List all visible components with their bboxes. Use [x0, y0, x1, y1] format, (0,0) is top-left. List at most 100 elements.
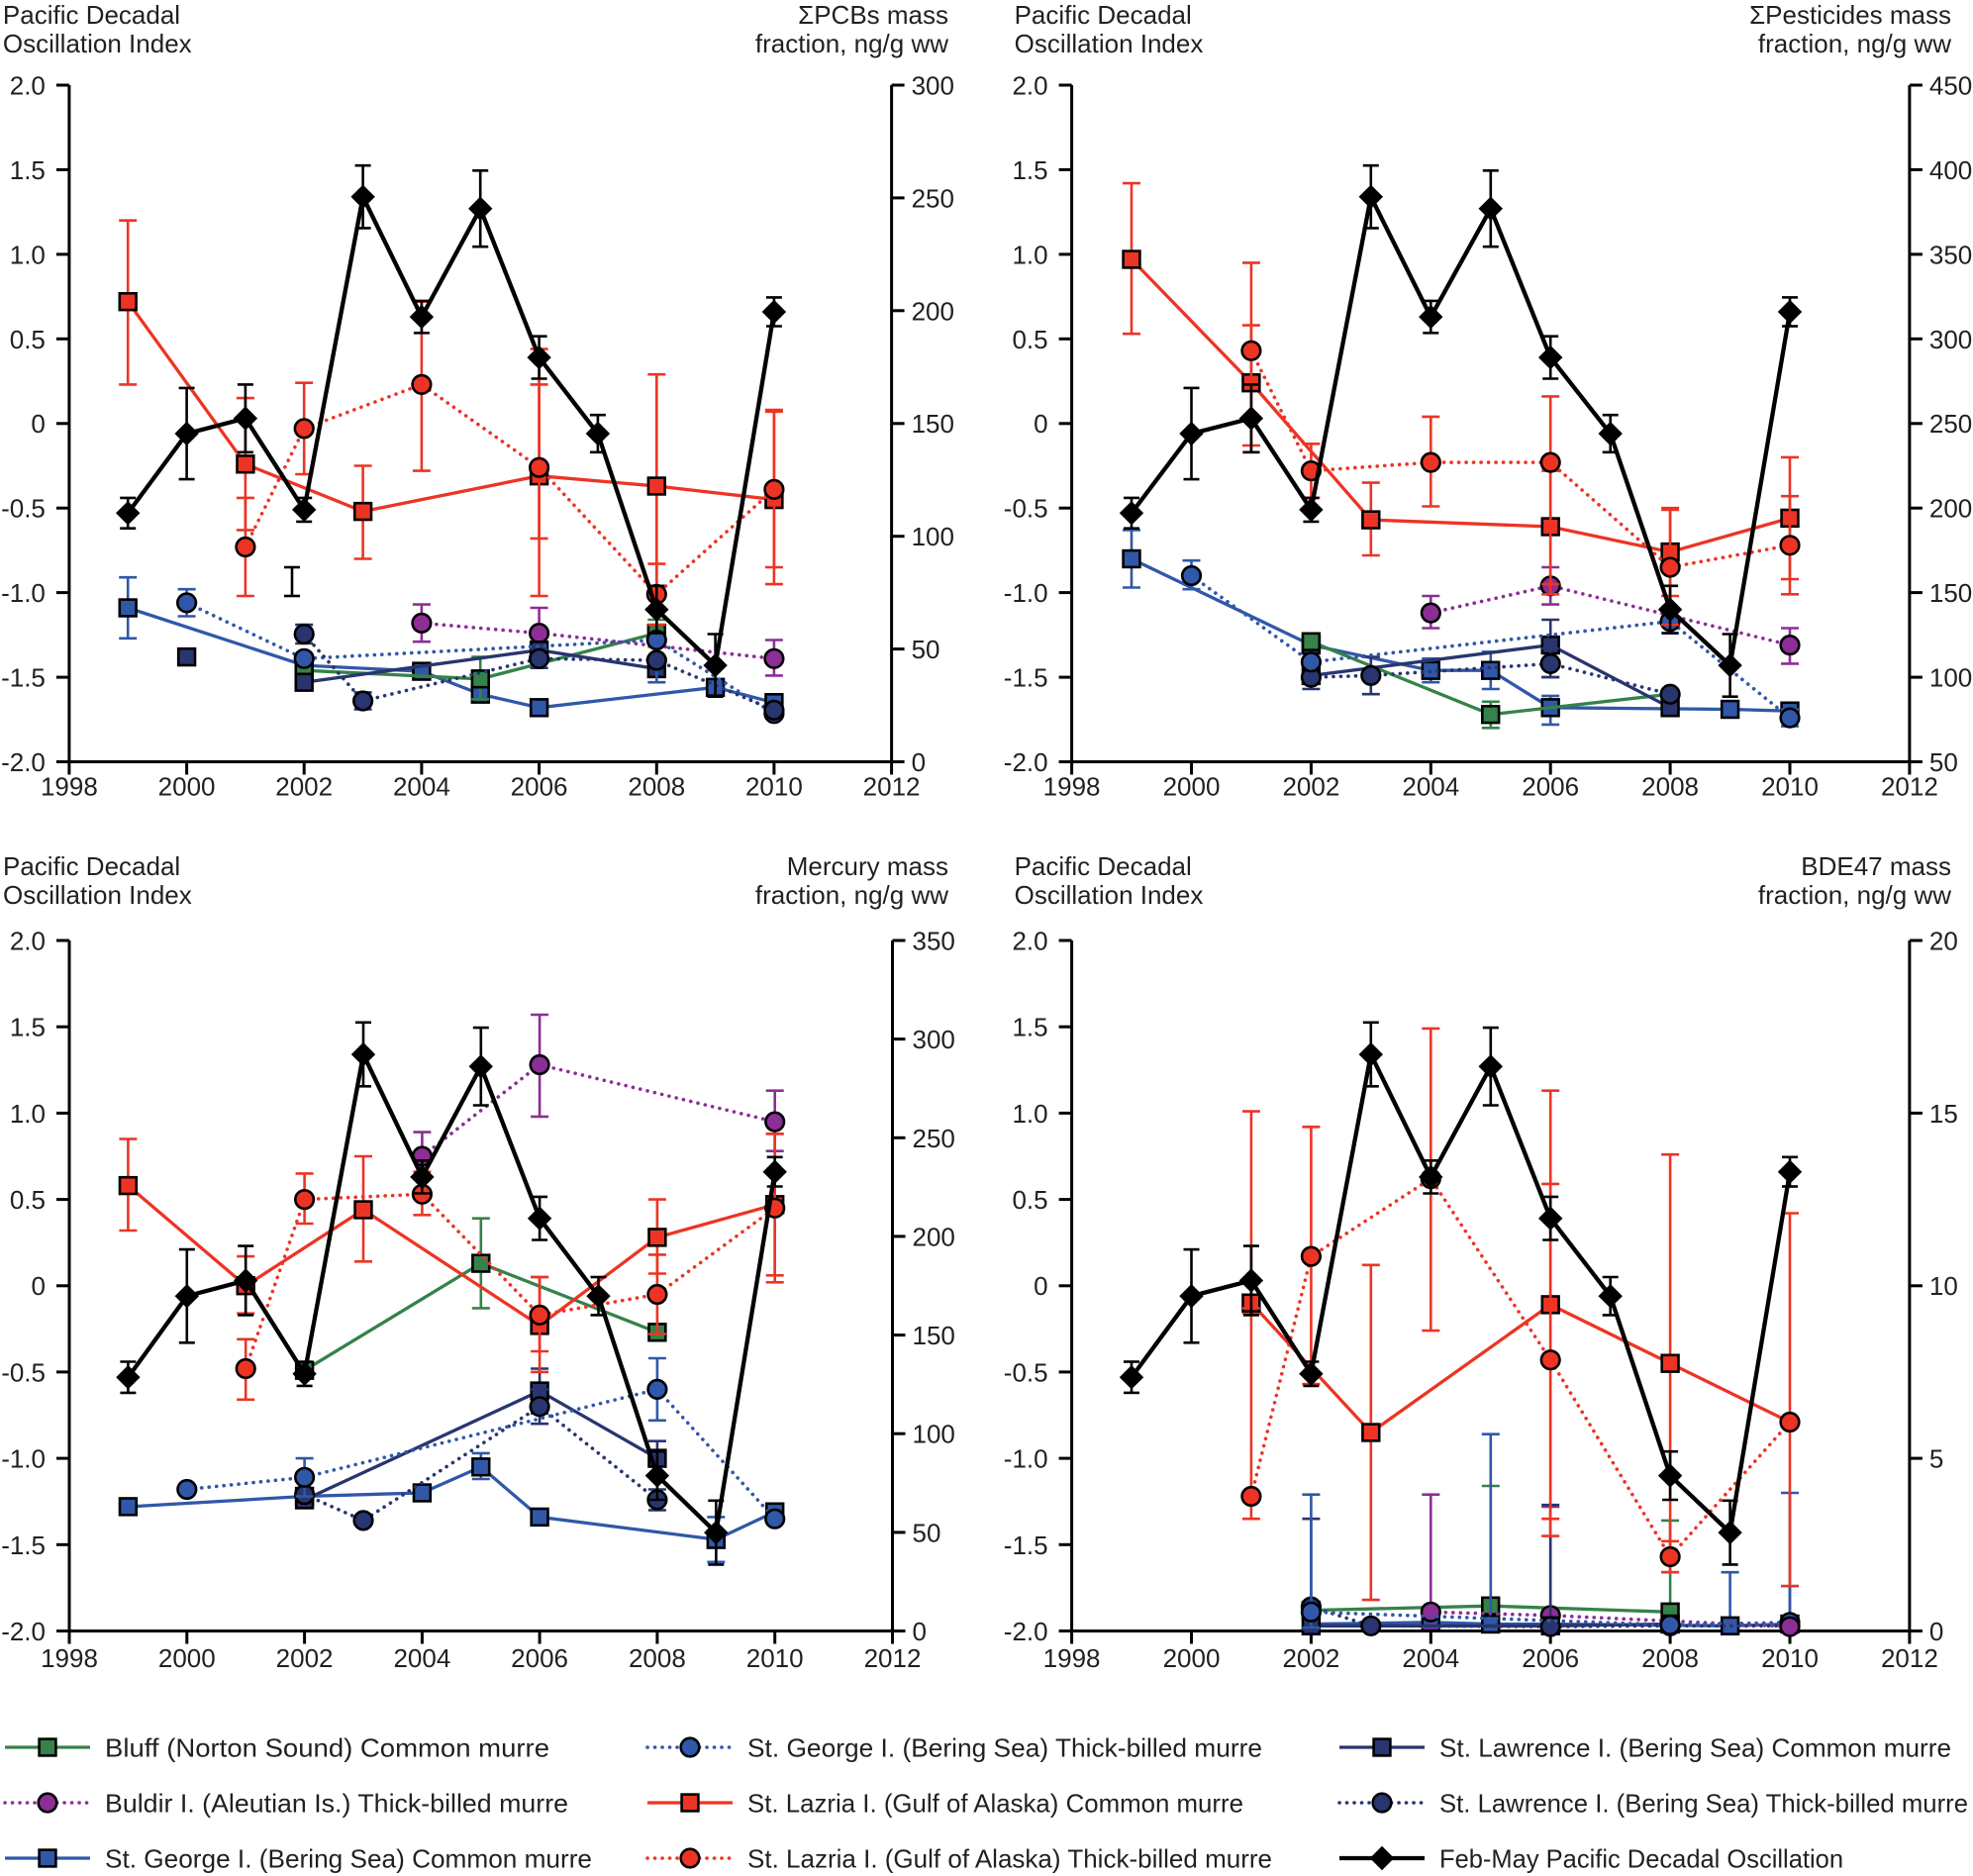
- svg-text:2000: 2000: [1163, 772, 1221, 802]
- svg-text:0: 0: [912, 747, 926, 777]
- svg-text:Buldir I. (Aleutian Is.) Thick: Buldir I. (Aleutian Is.) Thick-billed mu…: [105, 1789, 568, 1819]
- svg-text:2012: 2012: [864, 1643, 922, 1673]
- svg-text:2008: 2008: [1641, 772, 1699, 802]
- svg-text:-1.5: -1.5: [1004, 1530, 1048, 1560]
- svg-text:2006: 2006: [1522, 772, 1579, 802]
- svg-text:2002: 2002: [275, 772, 333, 802]
- svg-text:-1.0: -1.0: [1, 578, 46, 608]
- svg-text:0.5: 0.5: [1012, 1185, 1047, 1215]
- svg-text:St. George I. (Bering Sea) Com: St. George I. (Bering Sea) Common murre: [105, 1844, 592, 1874]
- svg-text:-0.5: -0.5: [1004, 1357, 1048, 1387]
- svg-text:-2.0: -2.0: [1004, 747, 1048, 777]
- svg-text:2006: 2006: [511, 772, 568, 802]
- svg-text:2.0: 2.0: [1012, 71, 1047, 101]
- svg-text:Oscillation Index: Oscillation Index: [3, 29, 192, 58]
- svg-text:0: 0: [31, 409, 45, 439]
- svg-text:200: 200: [912, 296, 954, 326]
- svg-text:200: 200: [1929, 494, 1972, 524]
- svg-text:-2.0: -2.0: [1004, 1617, 1048, 1646]
- svg-text:250: 250: [1929, 409, 1972, 439]
- svg-text:Oscillation Index: Oscillation Index: [1015, 29, 1204, 58]
- svg-text:1.5: 1.5: [1012, 155, 1047, 185]
- svg-text:St. Lawrence I. (Bering Sea) T: St. Lawrence I. (Bering Sea) Thick-bille…: [1439, 1789, 1968, 1819]
- svg-text:50: 50: [913, 1518, 941, 1547]
- svg-text:2004: 2004: [1402, 1643, 1459, 1673]
- svg-text:ΣPesticides mass: ΣPesticides mass: [1749, 0, 1951, 30]
- svg-text:-1.5: -1.5: [1004, 663, 1048, 693]
- svg-text:2002: 2002: [1282, 772, 1339, 802]
- svg-text:2010: 2010: [1761, 772, 1819, 802]
- svg-text:1.5: 1.5: [10, 1013, 46, 1042]
- svg-text:2004: 2004: [393, 1643, 450, 1673]
- svg-text:50: 50: [912, 635, 940, 664]
- svg-text:300: 300: [913, 1025, 955, 1054]
- svg-text:BDE47 mass: BDE47 mass: [1801, 851, 1951, 881]
- svg-text:Mercury mass: Mercury mass: [787, 851, 948, 881]
- svg-text:St. Lazria I. (Gulf of Alaska): St. Lazria I. (Gulf of Alaska) Common mu…: [747, 1789, 1243, 1819]
- svg-text:Pacific Decadal: Pacific Decadal: [1015, 0, 1192, 30]
- svg-text:1998: 1998: [41, 1643, 98, 1673]
- svg-text:5: 5: [1929, 1444, 1943, 1474]
- svg-text:-1.0: -1.0: [1, 1444, 46, 1474]
- svg-text:450: 450: [1929, 71, 1972, 101]
- svg-text:-2.0: -2.0: [1, 1617, 46, 1646]
- svg-text:-1.0: -1.0: [1004, 1444, 1048, 1474]
- svg-text:15: 15: [1929, 1099, 1958, 1129]
- svg-text:1.0: 1.0: [10, 240, 46, 269]
- svg-text:-1.0: -1.0: [1004, 578, 1048, 608]
- svg-text:1.5: 1.5: [10, 155, 46, 185]
- svg-text:2.0: 2.0: [1012, 927, 1047, 956]
- svg-text:2000: 2000: [158, 772, 216, 802]
- svg-text:250: 250: [913, 1124, 955, 1153]
- svg-text:-1.5: -1.5: [1, 1530, 46, 1560]
- svg-text:fraction, ng/g ww: fraction, ng/g ww: [1758, 29, 1951, 58]
- svg-text:fraction, ng/g ww: fraction, ng/g ww: [755, 29, 948, 58]
- svg-text:Pacific Decadal: Pacific Decadal: [3, 0, 180, 30]
- svg-text:300: 300: [1929, 325, 1972, 354]
- svg-text:300: 300: [912, 71, 954, 101]
- svg-text:Bluff (Norton Sound) Common mu: Bluff (Norton Sound) Common murre: [105, 1733, 549, 1763]
- svg-text:2012: 2012: [1881, 1643, 1938, 1673]
- svg-text:0: 0: [913, 1617, 927, 1646]
- svg-text:2010: 2010: [746, 1643, 804, 1673]
- svg-text:100: 100: [912, 522, 954, 551]
- svg-text:0: 0: [32, 1271, 46, 1301]
- svg-text:350: 350: [913, 927, 955, 956]
- svg-text:0: 0: [1034, 1271, 1047, 1301]
- svg-text:Pacific Decadal: Pacific Decadal: [3, 851, 180, 881]
- svg-text:fraction, ng/g ww: fraction, ng/g ww: [1758, 880, 1951, 910]
- svg-text:0.5: 0.5: [10, 325, 46, 354]
- svg-text:1998: 1998: [1043, 1643, 1101, 1673]
- svg-text:2000: 2000: [1163, 1643, 1221, 1673]
- svg-text:Oscillation Index: Oscillation Index: [3, 880, 192, 910]
- svg-text:2010: 2010: [1761, 1643, 1819, 1673]
- svg-text:2004: 2004: [393, 772, 450, 802]
- svg-text:1998: 1998: [41, 772, 98, 802]
- svg-text:1.0: 1.0: [10, 1099, 46, 1129]
- svg-text:2006: 2006: [511, 1643, 568, 1673]
- svg-text:150: 150: [913, 1321, 955, 1350]
- svg-text:10: 10: [1929, 1271, 1958, 1301]
- svg-text:0.5: 0.5: [10, 1185, 46, 1215]
- svg-text:1.0: 1.0: [1012, 240, 1047, 269]
- svg-text:150: 150: [912, 409, 954, 439]
- svg-text:Pacific Decadal: Pacific Decadal: [1015, 851, 1192, 881]
- svg-text:2008: 2008: [629, 1643, 686, 1673]
- svg-text:200: 200: [913, 1222, 955, 1251]
- svg-text:ΣPCBs mass: ΣPCBs mass: [798, 0, 948, 30]
- svg-text:St. Lawrence I. (Bering Sea) C: St. Lawrence I. (Bering Sea) Common murr…: [1439, 1733, 1951, 1763]
- svg-text:150: 150: [1929, 578, 1972, 608]
- svg-text:St. George I. (Bering Sea) Thi: St. George I. (Bering Sea) Thick-billed …: [747, 1733, 1262, 1763]
- svg-text:0.5: 0.5: [1012, 325, 1047, 354]
- svg-text:0: 0: [1034, 409, 1047, 439]
- svg-text:-0.5: -0.5: [1004, 494, 1048, 524]
- svg-text:350: 350: [1929, 240, 1972, 269]
- svg-text:20: 20: [1929, 927, 1958, 956]
- svg-text:2002: 2002: [1282, 1643, 1339, 1673]
- svg-text:1.0: 1.0: [1012, 1099, 1047, 1129]
- svg-text:2008: 2008: [1641, 1643, 1699, 1673]
- svg-text:-0.5: -0.5: [1, 1357, 46, 1387]
- svg-text:100: 100: [1929, 663, 1972, 693]
- svg-text:2000: 2000: [158, 1643, 216, 1673]
- svg-text:2010: 2010: [745, 772, 803, 802]
